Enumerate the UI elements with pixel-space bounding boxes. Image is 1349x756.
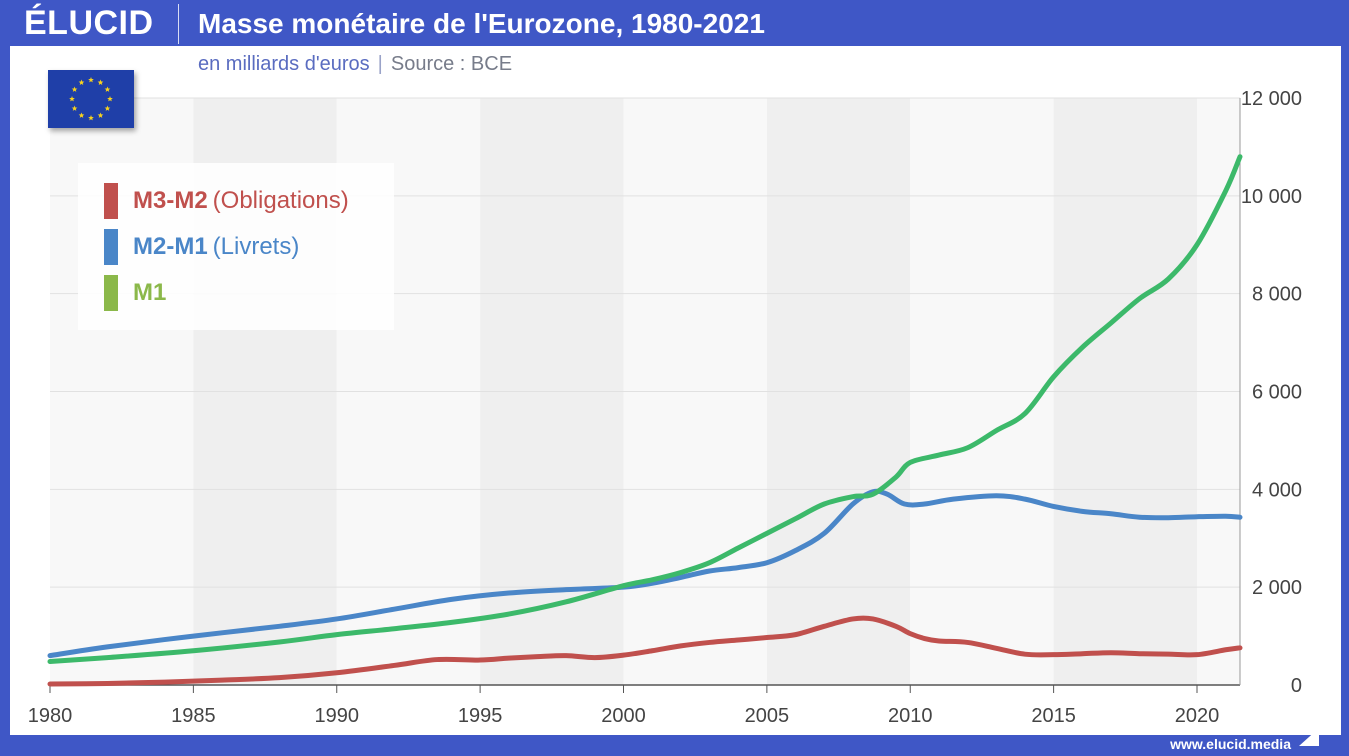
flag-star: [88, 115, 94, 121]
chart-legend: M3-M2 (Obligations) M2-M1 (Livrets) M1: [78, 163, 394, 330]
flag-star: [97, 79, 104, 85]
flag-star: [69, 96, 75, 102]
x-tick-label: 1995: [458, 705, 503, 727]
flag-star: [107, 96, 113, 102]
flag-star: [78, 112, 85, 118]
legend-item-m3m2: M3-M2 (Obligations): [104, 183, 349, 219]
legend-swatch-m3m2: [104, 183, 118, 219]
footer-url[interactable]: www.elucid.media: [1170, 736, 1291, 752]
x-tick-label: 2020: [1175, 705, 1220, 727]
subtitle-separator: |: [377, 53, 383, 75]
logo-divider: [178, 4, 179, 44]
x-axis: 1980 1985 1990 1995 2000 2005 2010 2015 2020: [28, 684, 1240, 727]
flag-star: [71, 86, 78, 92]
legend-item-m2m1: M2-M1 (Livrets): [104, 229, 299, 265]
x-tick-label: 2005: [745, 705, 790, 727]
elucid-mark-icon: [1299, 728, 1319, 746]
series-line-m3m2: [47, 615, 1243, 687]
legend-label-m2m1: M2-M1: [133, 233, 208, 260]
y-tick-label: 6 000: [1252, 382, 1302, 404]
legend-item-m1: M1: [104, 275, 166, 311]
legend-detail-m2m1: (Livrets): [212, 233, 300, 260]
flag-star: [104, 105, 111, 111]
subtitle-unit: en milliards d'euros: [198, 53, 370, 75]
x-tick-label: 1990: [314, 705, 359, 727]
subtitle-source: Source : BCE: [390, 53, 513, 75]
y-tick-label: 10 000: [1241, 186, 1302, 208]
x-tick-label: 2010: [888, 705, 933, 727]
legend-label-m1: M1: [133, 279, 167, 306]
y-tick-label: 12 000: [1241, 88, 1302, 110]
legend-swatch-m2m1: [104, 229, 118, 265]
legend-label-m3m2: M3-M2: [133, 187, 208, 214]
page-title: Masse monétaire de l'Eurozone, 1980-2021: [198, 8, 765, 39]
y-tick-label: 4 000: [1252, 479, 1302, 501]
legend-swatch-m1: [104, 275, 118, 311]
x-tick-label: 2000: [601, 705, 646, 727]
eu-flag-icon: [48, 70, 134, 128]
flag-star: [88, 77, 94, 83]
y-tick-label: 8 000: [1252, 284, 1302, 306]
legend-detail-m3m2: (Obligations): [212, 187, 349, 214]
flag-star: [78, 79, 85, 85]
chart-series: [47, 154, 1243, 687]
y-axis: 0 2 000 4 000 6 000 8 000 10 000 12 000: [1239, 88, 1302, 697]
series-line-m2m1: [47, 488, 1243, 659]
flag-star: [104, 86, 111, 92]
y-tick-label: 2 000: [1252, 577, 1302, 599]
x-tick-label: 2015: [1031, 705, 1076, 727]
flag-star: [97, 112, 104, 118]
y-tick-label: 0: [1291, 675, 1302, 697]
chart-subtitle: en milliards d'euros | Source : BCE: [198, 53, 512, 76]
logo: ÉLUCID: [24, 4, 154, 42]
x-tick-label: 1980: [28, 705, 73, 727]
x-tick-label: 1985: [171, 705, 216, 727]
flag-star: [71, 105, 78, 111]
header: ÉLUCID Masse monétaire de l'Eurozone, 19…: [0, 0, 1349, 46]
series-line-m1: [47, 154, 1243, 665]
